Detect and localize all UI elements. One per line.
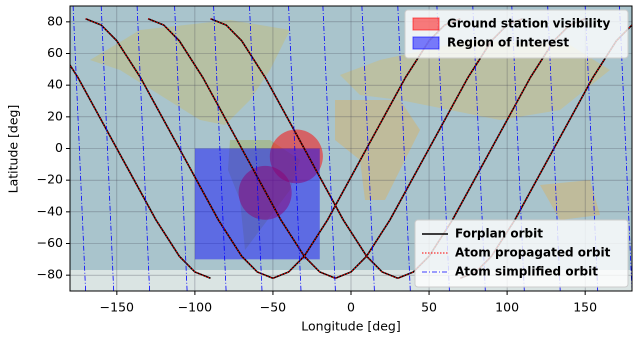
region-rect bbox=[195, 149, 320, 260]
chart: −150 −100 −50 0 50 100 150 −80 −60 −40 −20 0 20 40 60 8… bbox=[0, 0, 637, 337]
y-tick-label: 60 bbox=[47, 45, 63, 60]
legend-label: Region of interest bbox=[447, 36, 569, 50]
legend-swatch bbox=[413, 18, 439, 30]
y-tick-label: 20 bbox=[47, 108, 63, 123]
legend-label: Atom simplified orbit bbox=[455, 265, 598, 279]
x-tick-label: 50 bbox=[421, 300, 437, 315]
x-tick-label: −150 bbox=[100, 300, 134, 315]
y-tick-label: −20 bbox=[37, 172, 63, 187]
x-tick-label: 0 bbox=[347, 300, 355, 315]
legend-label: Ground station visibility bbox=[447, 17, 611, 31]
legend-label: Forplan orbit bbox=[455, 227, 543, 241]
x-axis-label: Longitude [deg] bbox=[301, 319, 400, 334]
y-tick-label: −80 bbox=[37, 267, 63, 282]
y-axis-label: Latitude [deg] bbox=[6, 105, 21, 194]
x-tick-label: 150 bbox=[573, 300, 597, 315]
areas-legend: Ground station visibility Region of inter… bbox=[405, 10, 628, 58]
legend-swatch bbox=[413, 37, 439, 49]
legend-label: Atom propagated orbit bbox=[455, 246, 611, 260]
y-tick-label: −60 bbox=[37, 235, 63, 250]
x-tick-label: −50 bbox=[260, 300, 286, 315]
page: {"chart_data": {"type": "line", "xlabel"… bbox=[0, 0, 637, 337]
y-tick-label: 80 bbox=[47, 13, 63, 28]
y-tick-label: −40 bbox=[37, 203, 63, 218]
orbit-legend: Forplan orbit Atom propagated orbit Atom s… bbox=[415, 220, 628, 287]
y-tick-label: 40 bbox=[47, 77, 63, 92]
x-tick-label: 100 bbox=[495, 300, 519, 315]
y-tick-label: 0 bbox=[55, 140, 63, 155]
x-tick-label: −100 bbox=[178, 300, 212, 315]
